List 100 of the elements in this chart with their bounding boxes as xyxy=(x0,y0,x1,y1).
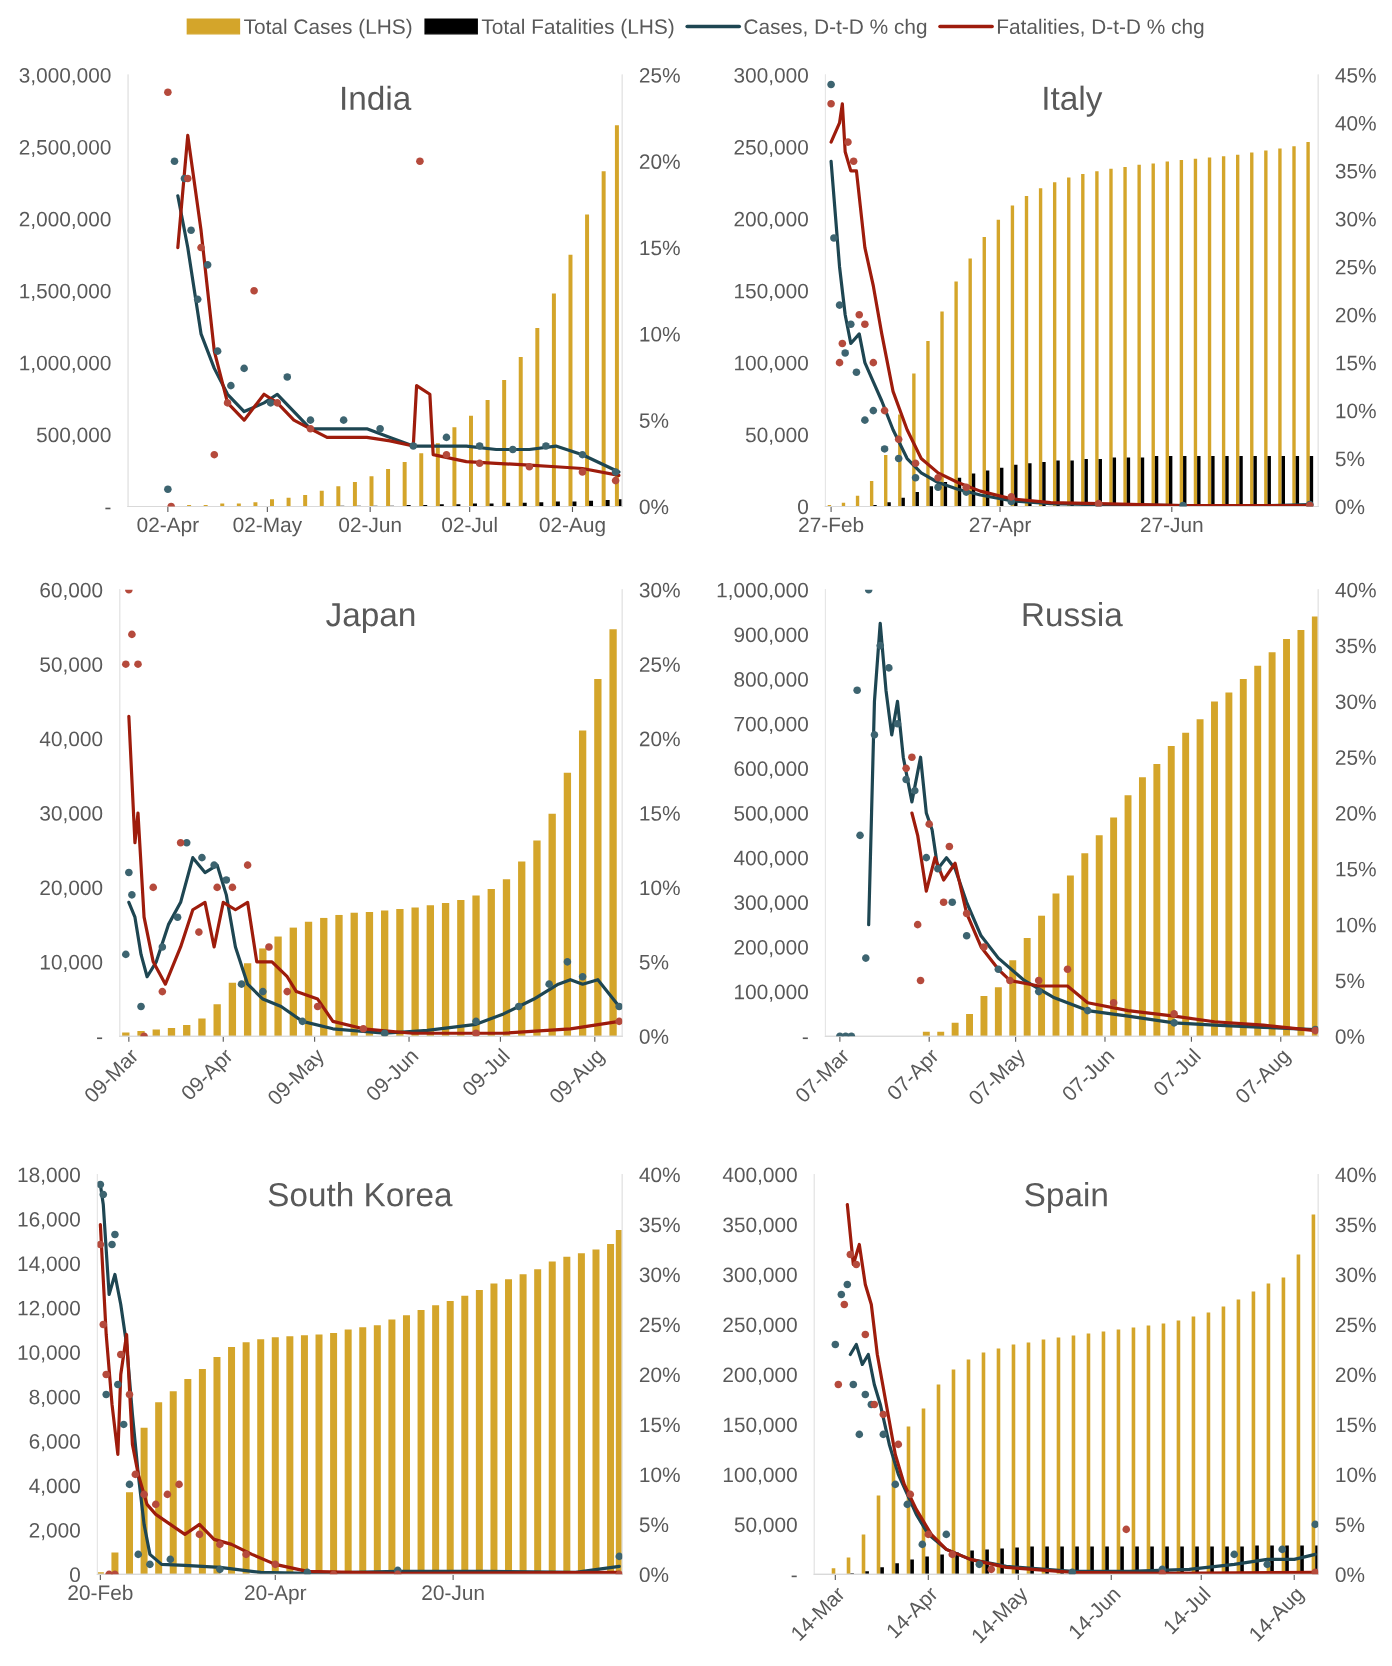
y2-tick-label: 10% xyxy=(640,326,680,342)
y2-tick-label: 0% xyxy=(639,499,669,515)
y2-tick-label: 20% xyxy=(1335,307,1376,323)
y2-tick-label: 15% xyxy=(1336,355,1376,371)
chart-title: Spain xyxy=(1025,1182,1107,1214)
y-tick-label: 400,000 xyxy=(722,1167,797,1185)
y2-tick-label: 15% xyxy=(640,240,680,256)
y2-tick-label: 0% xyxy=(1335,1567,1365,1583)
y-tick-label: 200,000 xyxy=(723,1367,797,1385)
y2-tick-label: 40% xyxy=(1335,115,1376,131)
y-tick-label: 50,000 xyxy=(745,427,808,445)
y-tick-label: 150,000 xyxy=(735,283,808,301)
y2-tick-label: 20% xyxy=(639,1367,680,1383)
y-tick-label: 150,000 xyxy=(723,1417,797,1435)
chart-title: Italy xyxy=(1044,85,1103,117)
legend-label: Total Fatalities (LHS) xyxy=(481,18,674,39)
y-tick-label: 20,000 xyxy=(40,880,103,898)
y-tick-label: 10,000 xyxy=(18,1345,80,1363)
y-tick-label: 8,000 xyxy=(29,1389,80,1407)
y-tick-label: 200,000 xyxy=(734,211,808,230)
y2-tick-label: 30% xyxy=(639,1267,680,1283)
y2-tick-label: 0% xyxy=(1335,499,1365,515)
y2-tick-label: 20% xyxy=(1335,806,1376,821)
y2-tick-label: 5% xyxy=(639,1517,669,1533)
y2-tick-label: 45% xyxy=(1335,68,1376,83)
y-tick-label: 300,000 xyxy=(734,67,808,86)
y2-tick-label: 10% xyxy=(640,880,680,896)
y-tick-label: 300,000 xyxy=(723,1267,797,1285)
y-tick-label: 12,000 xyxy=(18,1300,80,1319)
x-tick-label: 02-Apr xyxy=(137,517,199,537)
y2-tick-label: 30% xyxy=(1335,211,1376,227)
y-tick-label: 30,000 xyxy=(40,806,103,824)
y2-tick-label: 35% xyxy=(1335,163,1376,179)
y-tick-label: 4,000 xyxy=(29,1478,80,1496)
y2-tick-label: 40% xyxy=(1335,1167,1376,1183)
y2-tick-label: 0% xyxy=(639,1029,669,1045)
legend-label: Cases, D-t-D % chg xyxy=(744,18,927,39)
y-tick-label: 6,000 xyxy=(29,1434,80,1452)
y2-tick-label: 15% xyxy=(1336,1417,1376,1433)
y2-tick-label: 10% xyxy=(1336,403,1376,419)
x-tick-label: 02-May xyxy=(233,517,303,537)
y-tick-label: 1,000,000 xyxy=(20,355,111,373)
x-tick-label: 27-Jun xyxy=(1141,517,1203,533)
x-tick-label: 27-Apr xyxy=(969,517,1031,537)
x-tick-label: 20-Feb xyxy=(68,1584,133,1601)
y-tick-label: 500,000 xyxy=(36,427,111,445)
y2-tick-label: 15% xyxy=(1336,861,1376,877)
y2-tick-label: 5% xyxy=(1335,451,1365,467)
y2-tick-label: 10% xyxy=(640,1467,680,1483)
y-tick-label: 1,000,000 xyxy=(717,582,808,600)
chart-title: India xyxy=(342,85,412,111)
y2-tick-label: 5% xyxy=(1335,1517,1365,1533)
y2-tick-label: 10% xyxy=(1336,917,1376,933)
y2-tick-label: 40% xyxy=(639,1167,680,1183)
x-tick-label: 20-Apr xyxy=(245,1585,307,1605)
y-tick-label: 300,000 xyxy=(734,895,808,913)
chart-title: South Korea xyxy=(268,1182,453,1207)
y-tick-label: 2,500,000 xyxy=(19,139,111,158)
y2-tick-label: 10% xyxy=(1336,1467,1376,1483)
x-tick-label: 02-Jun xyxy=(339,517,401,533)
y2-tick-label: 35% xyxy=(1335,638,1376,654)
y2-tick-label: 5% xyxy=(639,413,669,428)
x-tick-label: 27-Feb xyxy=(799,516,864,533)
x-tick-label: 20-Jun xyxy=(422,1585,484,1601)
y-tick-label: 250,000 xyxy=(734,139,808,158)
y-tick-label: 700,000 xyxy=(734,716,808,734)
y-tick-label: 500,000 xyxy=(734,806,808,824)
y2-tick-label: 25% xyxy=(1335,1317,1376,1333)
chart-title: Russia xyxy=(1023,601,1123,627)
chart-title: Japan xyxy=(326,603,415,633)
y2-tick-label: 25% xyxy=(639,67,680,83)
y-tick-label: 400,000 xyxy=(733,850,808,868)
y2-tick-label: 15% xyxy=(640,806,680,821)
y2-tick-label: 30% xyxy=(639,582,680,598)
y2-tick-label: 35% xyxy=(1335,1217,1376,1233)
y-tick-label: - xyxy=(105,507,111,510)
y2-tick-label: 0% xyxy=(1335,1029,1365,1045)
y2-tick-label: 20% xyxy=(639,731,680,747)
y2-tick-label: 0% xyxy=(639,1567,669,1583)
y2-tick-label: 35% xyxy=(639,1217,680,1233)
y-tick-label: 16,000 xyxy=(18,1211,80,1230)
y-tick-label: 900,000 xyxy=(734,627,808,645)
legend-label: Total Cases (LHS) xyxy=(244,18,412,39)
y2-tick-label: 30% xyxy=(1335,1267,1376,1283)
y-tick-label: - xyxy=(791,1575,797,1578)
y-tick-label: - xyxy=(97,1037,103,1040)
y-tick-label: 40,000 xyxy=(39,731,103,749)
y-tick-label: - xyxy=(802,1037,808,1040)
y2-tick-label: 30% xyxy=(1335,694,1376,710)
y2-tick-label: 40% xyxy=(1335,582,1376,598)
y-tick-label: 100,000 xyxy=(723,1467,797,1485)
y2-tick-label: 5% xyxy=(1335,973,1365,989)
y-tick-label: 0 xyxy=(70,1567,80,1583)
y-tick-label: 600,000 xyxy=(734,761,808,779)
y-tick-label: 350,000 xyxy=(723,1217,797,1235)
y2-tick-label: 25% xyxy=(639,657,680,672)
y2-tick-label: 20% xyxy=(639,154,680,170)
y-tick-label: 0 xyxy=(798,499,808,515)
x-tick-label: 02-Aug xyxy=(539,517,605,537)
y-tick-label: 10,000 xyxy=(40,954,103,973)
